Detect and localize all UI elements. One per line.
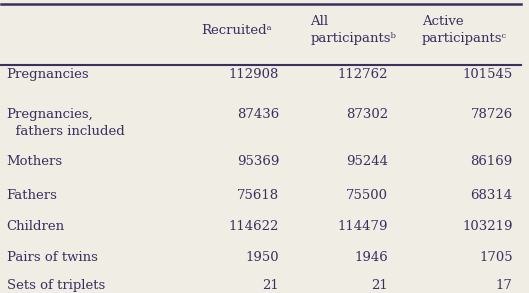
Text: 78726: 78726 <box>470 108 513 121</box>
Text: Fathers: Fathers <box>6 188 58 202</box>
Text: 103219: 103219 <box>462 220 513 234</box>
Text: 1946: 1946 <box>354 251 388 264</box>
Text: 87436: 87436 <box>237 108 279 121</box>
Text: 21: 21 <box>371 279 388 292</box>
Text: 114622: 114622 <box>229 220 279 234</box>
Text: Mothers: Mothers <box>6 155 63 168</box>
Text: Pairs of twins: Pairs of twins <box>6 251 97 264</box>
Text: 112908: 112908 <box>229 68 279 81</box>
Text: Children: Children <box>6 220 65 234</box>
Text: 1705: 1705 <box>479 251 513 264</box>
Text: 87302: 87302 <box>346 108 388 121</box>
Text: 95244: 95244 <box>346 155 388 168</box>
Text: Pregnancies: Pregnancies <box>6 68 89 81</box>
Text: 95369: 95369 <box>237 155 279 168</box>
Text: All
participantsᵇ: All participantsᵇ <box>311 16 396 45</box>
Text: Pregnancies,
  fathers included: Pregnancies, fathers included <box>6 108 124 138</box>
Text: 86169: 86169 <box>470 155 513 168</box>
Text: Active
participantsᶜ: Active participantsᶜ <box>422 16 507 45</box>
Text: 17: 17 <box>496 279 513 292</box>
Text: 75500: 75500 <box>346 188 388 202</box>
Text: 68314: 68314 <box>471 188 513 202</box>
Text: 1950: 1950 <box>245 251 279 264</box>
Text: 21: 21 <box>262 279 279 292</box>
Text: Recruitedᵃ: Recruitedᵃ <box>201 24 272 37</box>
Text: Sets of triplets: Sets of triplets <box>6 279 105 292</box>
Text: 101545: 101545 <box>462 68 513 81</box>
Text: 112762: 112762 <box>338 68 388 81</box>
Text: 114479: 114479 <box>338 220 388 234</box>
Text: 75618: 75618 <box>237 188 279 202</box>
